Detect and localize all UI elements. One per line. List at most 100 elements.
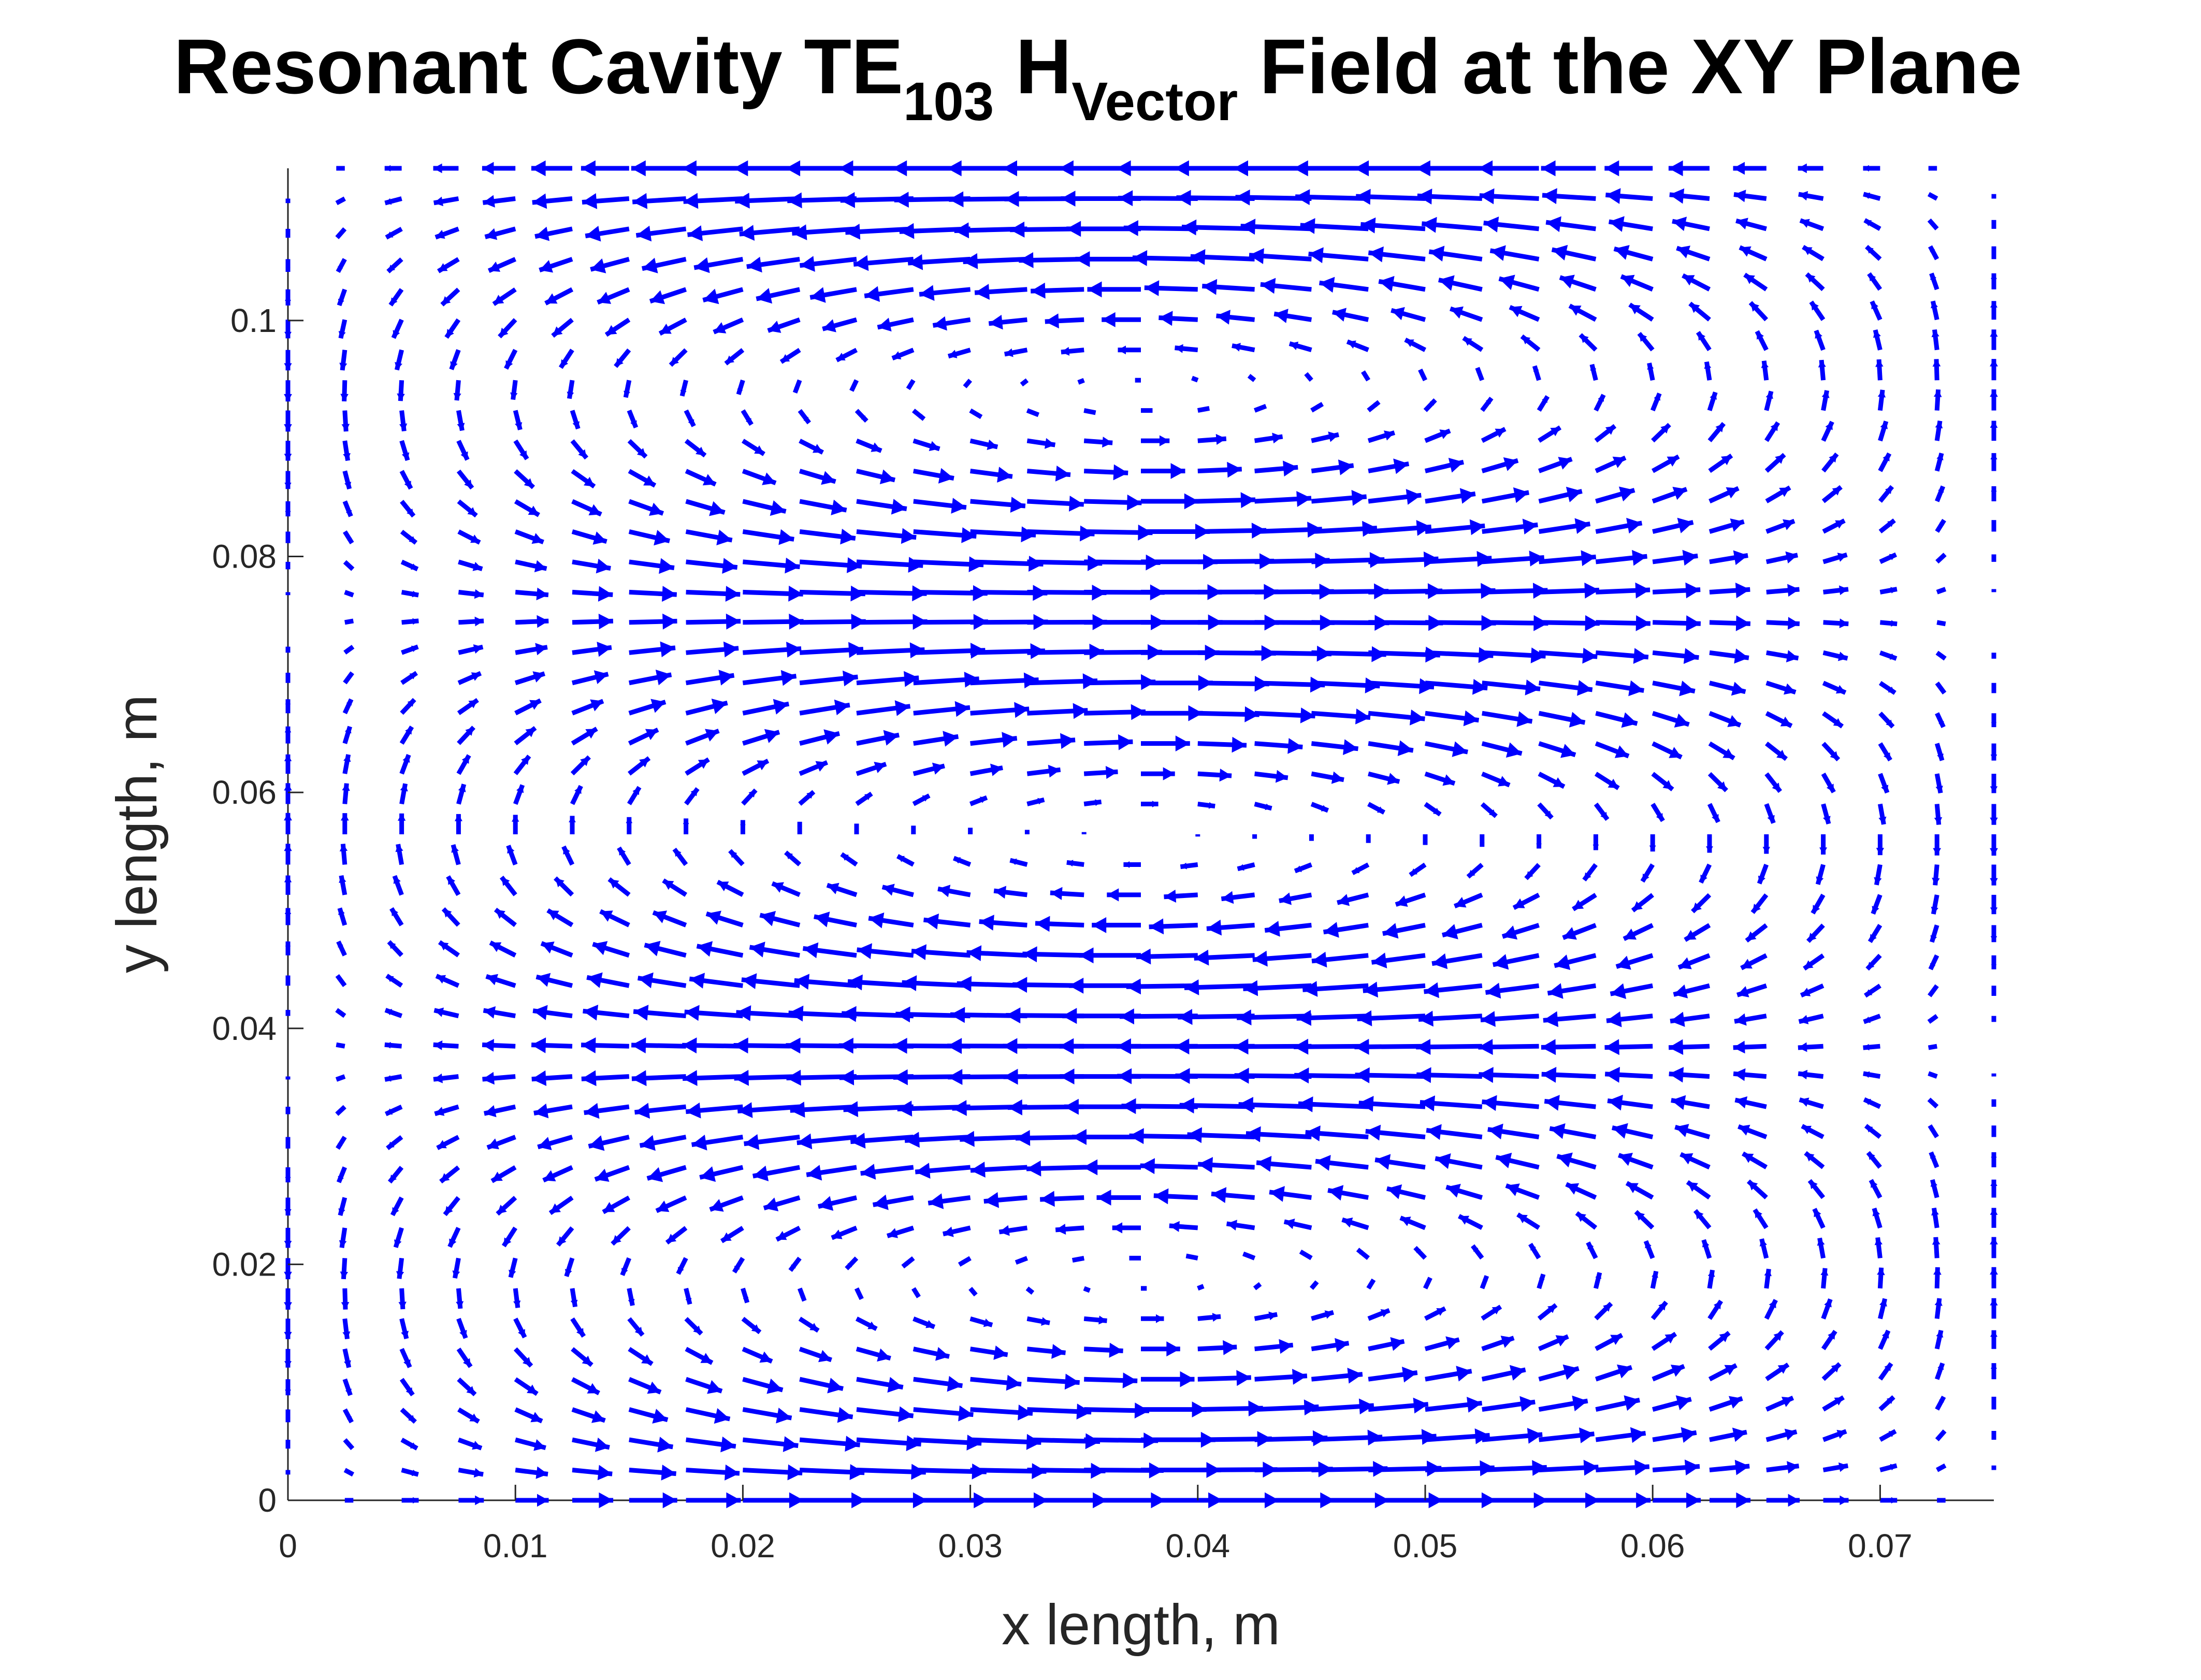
field-arrow [669,348,688,367]
field-arrow [489,940,517,958]
field-arrow [633,1005,686,1021]
field-arrow [284,726,292,744]
field-arrow [799,469,836,485]
field-arrow [1311,1310,1335,1321]
field-arrow [913,731,959,747]
field-arrow [860,1164,914,1180]
field-arrow [506,845,518,866]
field-arrow [387,1166,404,1184]
field-arrow [1708,453,1733,473]
field-arrow [1822,711,1844,729]
field-arrow [798,1316,820,1333]
field-arrow [1990,389,1998,411]
field-arrow [1707,1299,1724,1320]
field-arrow [1238,1097,1312,1113]
field-arrow [1822,650,1848,661]
field-arrow [1279,892,1312,905]
field-arrow [1990,743,1997,761]
field-arrow [1674,1124,1711,1139]
field-arrow [1483,216,1540,233]
field-arrow [337,288,347,307]
field-arrow [970,1404,1033,1421]
field-arrow [611,1226,631,1246]
field-arrow [1869,1179,1883,1199]
field-arrow [969,408,983,419]
field-arrow [1933,1267,1942,1288]
field-arrow [849,379,859,392]
field-arrow [1417,189,1482,205]
field-arrow [1821,1362,1842,1381]
field-arrow [335,1074,346,1082]
field-arrow [399,726,414,745]
field-arrow [386,257,403,273]
field-arrow [1595,711,1638,728]
field-arrow [809,287,857,303]
field-arrow [1367,1308,1391,1321]
field-arrow [1709,583,1750,599]
field-arrow [1310,802,1329,813]
field-arrow [628,469,657,488]
field-arrow [802,942,857,959]
field-arrow [1821,1298,1833,1320]
field-arrow [856,671,919,687]
field-arrow [1643,1240,1655,1259]
field-arrow [1710,1492,1751,1509]
field-arrow [1298,1096,1369,1112]
field-arrow [1803,953,1825,971]
field-arrow [1524,863,1541,880]
field-arrow [709,1195,744,1212]
field-arrow [1936,620,1946,627]
field-arrow [1637,331,1655,352]
field-arrow [970,1162,1027,1178]
field-arrow [1936,587,1947,595]
field-arrow [952,856,972,867]
field-arrow [969,438,998,450]
field-arrow [1445,1183,1483,1200]
field-arrow [682,1070,743,1086]
field-arrow [1129,1128,1198,1145]
field-arrow [759,911,801,928]
field-arrow [1863,192,1881,201]
field-arrow [1242,1251,1256,1261]
field-arrow [1640,863,1655,883]
field-arrow [850,1133,914,1149]
field-arrow [1650,1270,1659,1289]
field-arrow [512,815,519,834]
field-arrow [969,1345,1008,1360]
field-arrow [1743,272,1768,292]
field-arrow [400,500,416,518]
field-arrow [1450,306,1483,322]
field-arrow [343,560,355,571]
field-arrow [629,1492,677,1509]
field-arrow [1990,1179,1997,1198]
field-arrow [913,672,979,688]
field-arrow [1878,712,1895,729]
field-arrow [1764,453,1786,473]
field-arrow [1083,1315,1107,1325]
field-arrow [285,531,291,543]
field-arrow [1799,218,1824,231]
field-arrow [1431,953,1483,969]
field-arrow [799,499,847,515]
field-arrow [487,257,517,273]
field-arrow [1240,219,1312,235]
field-arrow [1878,1298,1888,1320]
field-arrow [1269,1186,1312,1202]
field-arrow [285,1379,291,1396]
field-arrow [1482,518,1538,534]
field-arrow [1652,1395,1692,1412]
field-arrow [628,670,672,686]
field-arrow [572,614,614,630]
field-arrow [1991,1016,1996,1022]
field-arrow [1991,1431,1996,1440]
field-arrow [1935,485,1946,502]
field-arrow [284,908,292,925]
field-arrow [856,438,882,453]
field-arrow [1232,343,1255,353]
field-arrow [1481,1305,1502,1321]
field-arrow [693,256,744,273]
field-arrow [1423,1277,1432,1290]
field-arrow [685,1346,714,1365]
field-arrow [1480,396,1494,412]
field-arrow [1141,1371,1195,1387]
